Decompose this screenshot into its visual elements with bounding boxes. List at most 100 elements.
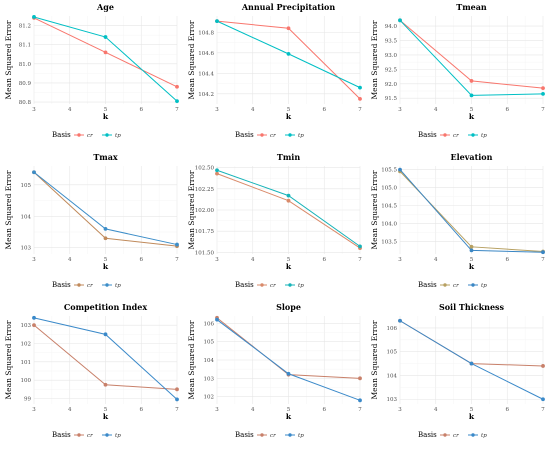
y-axis-label: Mean Squared Error [370, 320, 379, 399]
legend-key-point-cr [443, 133, 447, 137]
x-tick-label: 7 [541, 257, 545, 263]
y-tick-label: 106 [387, 326, 398, 332]
x-tick-label: 6 [323, 257, 327, 263]
data-point-tp [215, 168, 219, 173]
chart-title: Slope [276, 302, 301, 312]
y-tick-label: 80.8 [19, 100, 32, 106]
legend-label-cr: cr [453, 133, 459, 139]
x-axis-label: k [103, 112, 109, 121]
data-point-tp [215, 19, 219, 24]
x-tick-label: 6 [506, 407, 510, 413]
legend-key-point-tp [471, 283, 475, 287]
x-tick-label: 4 [434, 107, 438, 113]
x-tick-label: 5 [287, 407, 291, 413]
data-point-tp [286, 193, 291, 198]
legend-key-point-cr [260, 433, 264, 437]
y-tick-label: 104 [21, 214, 32, 220]
data-point-tp [358, 244, 362, 249]
legend-title: Basis [418, 431, 437, 439]
legend-title: Basis [418, 281, 437, 289]
y-tick-label: 103 [204, 376, 215, 382]
y-axis-label: Mean Squared Error [187, 320, 196, 399]
y-tick-label: 104 [204, 358, 215, 364]
data-point-tp [175, 242, 179, 247]
x-tick-label: 6 [506, 107, 510, 113]
legend-label-tp: tp [298, 433, 304, 439]
x-axis-label: k [103, 262, 109, 271]
legend-label-cr: cr [453, 283, 459, 289]
y-axis-label: Mean Squared Error [4, 20, 13, 99]
data-point-tp [398, 18, 402, 23]
x-axis-label: k [469, 412, 475, 421]
y-tick-label: 92.5 [385, 67, 398, 73]
legend-label-tp: tp [115, 433, 121, 439]
data-point-tp [103, 226, 108, 231]
x-tick-label: 7 [175, 107, 179, 113]
chart-title: Tmean [456, 2, 487, 12]
x-axis-label: k [286, 112, 292, 121]
legend-label-tp: tp [298, 133, 304, 139]
data-point-tp [32, 315, 36, 320]
legend-label-cr: cr [270, 133, 276, 139]
y-tick-label: 81.0 [19, 62, 32, 68]
y-axis-label: Mean Squared Error [4, 320, 13, 399]
legend-label-cr: cr [270, 433, 276, 439]
legend-label-tp: tp [298, 283, 304, 289]
data-point-tp [398, 167, 402, 172]
x-tick-label: 6 [140, 407, 144, 413]
y-tick-label: 101 [21, 360, 32, 366]
data-point-tp [358, 398, 362, 403]
x-tick-label: 4 [251, 257, 255, 263]
data-point-cr [358, 96, 362, 101]
legend-key-point-tp [471, 433, 475, 437]
legend-key-point-cr [77, 133, 81, 137]
data-point-tp [215, 317, 219, 322]
x-axis-label: k [469, 262, 475, 271]
x-tick-label: 3 [32, 107, 36, 113]
y-tick-label: 104.2 [198, 92, 214, 98]
legend-key-point-cr [77, 433, 81, 437]
data-point-cr [175, 84, 179, 89]
chart-title: Competition Index [64, 302, 148, 312]
y-axis-label: Mean Squared Error [4, 170, 13, 249]
data-point-tp [358, 85, 362, 90]
data-point-cr [103, 50, 108, 55]
x-tick-label: 6 [323, 407, 327, 413]
data-point-tp [32, 15, 36, 19]
x-tick-label: 5 [104, 107, 108, 113]
legend-key-point-cr [260, 133, 264, 137]
x-tick-label: 7 [541, 107, 545, 113]
legend-key-point-cr [77, 283, 81, 287]
y-tick-label: 94.0 [385, 24, 398, 30]
legend-label-cr: cr [87, 133, 93, 139]
y-tick-label: 93.0 [385, 53, 398, 59]
y-tick-label: 102.00 [195, 208, 215, 214]
x-tick-label: 4 [68, 107, 72, 113]
data-point-tp [175, 397, 179, 402]
legend-title: Basis [235, 281, 254, 289]
y-tick-label: 101.50 [195, 250, 215, 256]
y-tick-label: 81.1 [19, 43, 31, 49]
x-tick-label: 7 [541, 407, 545, 413]
y-tick-label: 102 [204, 395, 215, 401]
data-point-cr [469, 244, 474, 249]
x-axis-label: k [469, 112, 475, 121]
y-tick-label: 102.25 [195, 187, 215, 193]
y-axis-label: Mean Squared Error [187, 20, 196, 99]
data-point-tp [541, 397, 545, 402]
data-point-tp [541, 92, 545, 96]
x-tick-label: 5 [104, 257, 108, 263]
legend-key-point-cr [443, 433, 447, 437]
data-point-tp [286, 51, 291, 56]
data-point-cr [215, 171, 219, 176]
y-tick-label: 105 [387, 350, 398, 356]
y-tick-label: 92.0 [385, 82, 398, 88]
x-tick-label: 5 [470, 107, 474, 113]
y-tick-label: 105 [21, 183, 32, 189]
chart-title: Tmax [93, 152, 118, 162]
x-tick-label: 7 [358, 107, 362, 113]
chart-panel-7: Competition Index 99 100 101 102 103 3 4 5 6 7 k Mea… [4, 302, 179, 439]
legend-key-point-tp [288, 433, 292, 437]
y-tick-label: 102.50 [195, 166, 215, 172]
y-tick-label: 99 [24, 397, 31, 403]
